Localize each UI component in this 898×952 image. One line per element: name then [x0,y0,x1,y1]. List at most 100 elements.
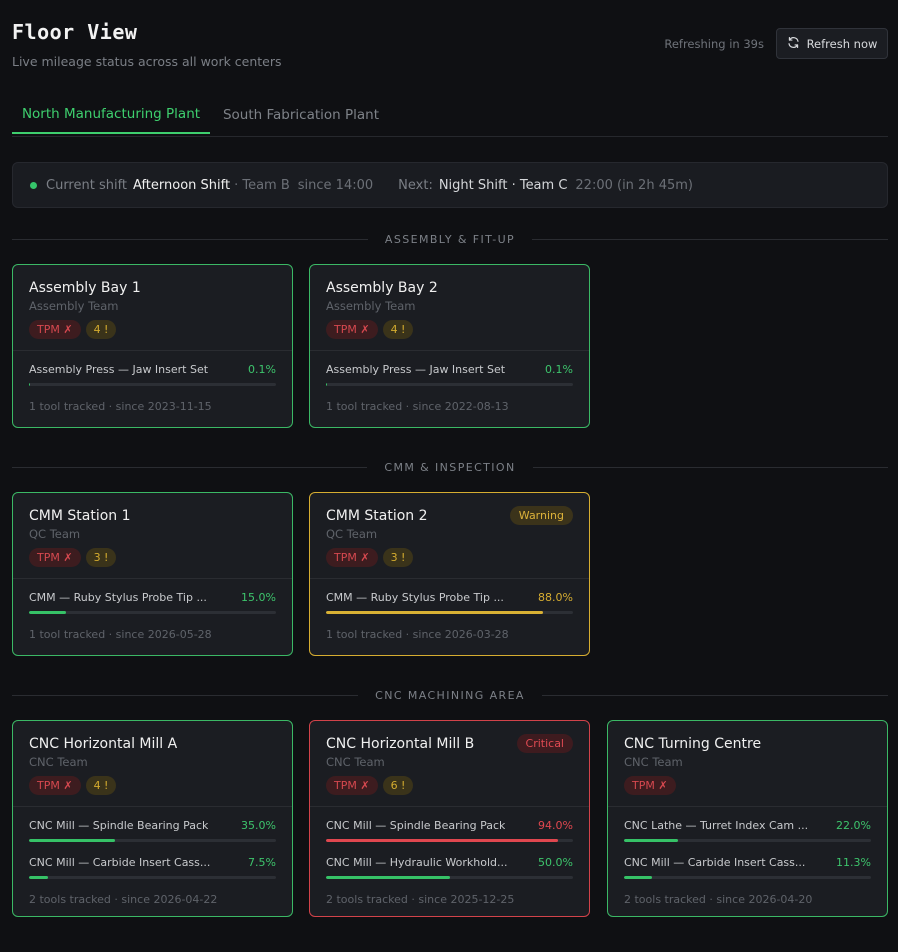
shift-status-dot [30,181,37,189]
work-center-team: CNC Team [326,755,385,769]
section-label: ASSEMBLY & FIT-UP [384,232,516,246]
work-center-card[interactable]: CMM Station 2 QC Team TPM ✗ 3 ! Warning CMM —… [309,492,590,656]
card-header: Assembly Bay 1 Assembly Team TPM ✗ 4 ! [13,265,292,351]
work-center-name: CNC Horizontal Mill A [29,736,178,752]
work-center-card[interactable]: Assembly Bay 1 Assembly Team TPM ✗ 4 ! Assem… [12,264,293,428]
mileage-bar [29,839,276,842]
card-footer: 1 tool tracked · since 2022-08-13 [326,400,509,413]
tool-mileage-percent: 11.3% [836,856,871,869]
mileage-bar [326,876,573,879]
divider-line [12,238,368,240]
card-chips: TPM ✗ 4 ! [326,320,573,339]
tool-mileage-percent: 0.1% [248,363,276,376]
work-center-card[interactable]: Assembly Bay 2 Assembly Team TPM ✗ 4 ! Assem… [309,264,590,428]
tool-item: CNC Mill — Spindle Bearing Pack 35.0% [29,819,276,842]
mileage-bar-fill [624,876,652,879]
alerts-badge: 3 ! [382,548,414,567]
tpm-badge: TPM ✗ [624,776,676,795]
mileage-bar-fill [29,876,48,879]
tool-item: CMM — Ruby Stylus Probe Tip ... 88.0% [326,591,573,614]
tool-mileage-percent: 15.0% [241,591,276,604]
tool-mileage-percent: 88.0% [538,591,573,604]
current-shift-since: since 14:00 [297,177,374,193]
work-center-team: Assembly Team [326,299,416,313]
work-center-team: CNC Team [29,755,88,769]
shift-bar: Current shift Afternoon Shift · Team B s… [12,162,888,208]
section-divider: CNC MACHINING AREA [12,688,889,702]
page-title: Floor View [12,20,138,44]
tool-name: CNC Mill — Carbide Insert Cass... [29,856,211,869]
divider-line [541,694,889,696]
tpm-badge: TPM ✗ [29,776,81,795]
section-divider: CMM & INSPECTION [12,460,889,474]
work-center-card[interactable]: CMM Station 1 QC Team TPM ✗ 3 ! CMM — Ruby S… [12,492,293,656]
alerts-badge: 6 ! [382,776,414,795]
alerts-badge: 4 ! [85,320,117,339]
next-shift-name: Night Shift · Team C [438,177,568,193]
work-center-card[interactable]: CNC Horizontal Mill B CNC Team TPM ✗ 6 ! Cri… [309,720,590,917]
work-center-team: QC Team [326,527,378,541]
tool-mileage-percent: 7.5% [248,856,276,869]
tpm-badge: TPM ✗ [29,320,81,339]
tool-item: CNC Mill — Carbide Insert Cass... 7.5% [29,856,276,879]
section-label: CNC MACHINING AREA [375,688,525,702]
card-chips: TPM ✗ 3 ! [29,548,276,567]
tpm-badge: TPM ✗ [326,776,378,795]
refresh-icon [787,36,800,52]
mileage-bar-fill [326,383,327,386]
tab-south-fabrication-plant[interactable]: South Fabrication Plant [222,107,380,123]
work-center-card[interactable]: CNC Horizontal Mill A CNC Team TPM ✗ 4 ! CNC… [12,720,293,917]
card-header: CNC Horizontal Mill A CNC Team TPM ✗ 4 ! [13,721,292,807]
page-subtitle: Live mileage status across all work cent… [12,54,282,69]
tool-name: Assembly Press — Jaw Insert Set [326,363,506,376]
tool-mileage-percent: 35.0% [241,819,276,832]
card-footer: 2 tools tracked · since 2026-04-20 [624,893,813,906]
tool-mileage-percent: 94.0% [538,819,573,832]
mileage-bar-fill [29,839,116,842]
mileage-bar [29,876,276,879]
alerts-badge: 4 ! [382,320,414,339]
tool-name: CNC Mill — Carbide Insert Cass... [624,856,806,869]
card-chips: TPM ✗ 4 ! [29,320,276,339]
work-center-name: CMM Station 1 [29,508,131,524]
refresh-area: Refreshing in 39s Refresh now [664,28,888,59]
tool-list: CMM — Ruby Stylus Probe Tip ... 15.0% [13,579,292,614]
tab-north-manufacturing-plant[interactable]: North Manufacturing Plant [12,96,210,134]
card-footer: 2 tools tracked · since 2025-12-25 [326,893,515,906]
work-center-name: Assembly Bay 1 [29,280,141,296]
tool-name: CNC Mill — Hydraulic Workhold... [326,856,508,869]
divider-line [12,466,368,468]
mileage-bar-fill [29,611,67,614]
work-center-name: CNC Turning Centre [624,736,762,752]
tpm-badge: TPM ✗ [326,548,378,567]
card-header: CNC Turning Centre CNC Team TPM ✗ [608,721,887,807]
current-shift-name: Afternoon Shift [133,177,231,193]
tool-name: CMM — Ruby Stylus Probe Tip ... [29,591,207,604]
card-footer: 1 tool tracked · since 2023-11-15 [29,400,212,413]
work-center-team: CNC Team [624,755,683,769]
mileage-bar [29,611,276,614]
mileage-bar-fill [326,876,450,879]
mileage-bar [326,839,573,842]
mileage-bar-fill [326,839,559,842]
card-footer: 1 tool tracked · since 2026-03-28 [326,628,509,641]
work-center-card[interactable]: CNC Turning Centre CNC Team TPM ✗ CNC Lathe… [607,720,888,917]
status-badge: Critical [516,734,573,753]
divider-line [532,466,889,468]
tool-item: CNC Lathe — Turret Index Cam ... 22.0% [624,819,871,842]
mileage-bar [326,383,573,386]
page-header: Floor View Live mileage status across al… [12,20,888,80]
card-chips: TPM ✗ 3 ! [326,548,573,567]
next-shift-label: Next: [398,177,433,193]
card-chips: TPM ✗ [624,776,871,795]
refresh-button[interactable]: Refresh now [776,28,888,59]
tool-item: CNC Mill — Hydraulic Workhold... 50.0% [326,856,573,879]
tool-list: CNC Mill — Spindle Bearing Pack 35.0% CNC … [13,807,292,879]
tool-name: Assembly Press — Jaw Insert Set [29,363,209,376]
refresh-button-label: Refresh now [806,36,878,51]
card-header: Assembly Bay 2 Assembly Team TPM ✗ 4 ! [310,265,589,351]
work-center-name: CNC Horizontal Mill B [326,736,475,752]
mileage-bar [326,611,573,614]
plant-tabs: North Manufacturing Plant South Fabricat… [12,96,888,137]
tool-mileage-percent: 0.1% [545,363,573,376]
